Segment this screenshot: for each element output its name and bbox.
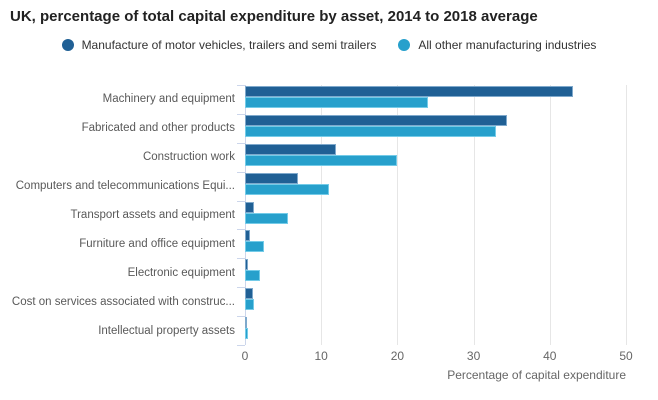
category-label: Machinery and equipment [102,93,235,106]
category-axis-tick [237,258,245,260]
legend-marker-other-manufacturing-icon [398,39,411,51]
value-axis-tick-label: 20 [390,349,405,363]
bar-other-manufacturing[interactable] [245,328,249,340]
bar-other-manufacturing[interactable] [245,212,289,224]
category-label: Furniture and office equipment [79,237,235,250]
category-axis-tick [237,287,245,289]
category-axis-tick [237,200,245,202]
bar-motor-vehicles[interactable] [245,259,249,271]
legend-label: Manufacture of motor vehicles, trailers … [81,38,377,52]
value-axis-title: Percentage of capital expenditure [447,368,626,382]
value-axis: 0 10 20 30 40 50 [241,349,633,365]
bar-other-manufacturing[interactable] [245,183,329,195]
bar-other-manufacturing[interactable] [245,125,497,137]
gridline [473,85,475,345]
value-axis-tick-label: 40 [543,349,557,363]
bar-motor-vehicles[interactable] [245,114,508,126]
category-axis-tick [237,316,245,318]
bar-other-manufacturing[interactable] [245,270,261,282]
plot-area [245,85,627,345]
category-label: Intellectual property assets [98,324,235,337]
category-axis-tick [237,113,245,115]
chart-title: UK, percentage of total capital expendit… [10,8,538,25]
category-label: Electronic equipment [127,266,235,279]
legend: Manufacture of motor vehicles, trailers … [0,36,658,54]
category-label: Transport assets and equipment [70,208,236,221]
bar-chart: Machinery and equipment Fabricated and ot… [0,85,658,345]
bar-motor-vehicles[interactable] [245,230,251,242]
value-axis-tick-label: 50 [619,349,633,363]
category-label: Computers and telecommunications Equi... [15,180,235,193]
value-axis-tick-label: 30 [466,349,481,363]
category-axis-tick [237,142,245,144]
category-axis-tick [237,345,245,346]
legend-label: All other manufacturing industries [418,38,597,52]
bar-other-manufacturing[interactable] [245,154,398,166]
legend-item-other-manufacturing[interactable]: All other manufacturing industries [398,38,596,52]
bar-other-manufacturing[interactable] [245,299,255,311]
value-axis-tick-label: 10 [314,349,328,363]
gridline [397,85,399,345]
bar-other-manufacturing[interactable] [245,97,428,108]
category-axis: Machinery and equipment Fabricated and ot… [0,85,235,345]
category-label: Cost on services associated with constru… [11,295,235,308]
bar-motor-vehicles[interactable] [245,288,253,300]
bar-motor-vehicles[interactable] [245,172,299,184]
legend-marker-motor-vehicles-icon [61,39,74,51]
category-axis-tick [237,229,245,231]
bar-motor-vehicles[interactable] [245,86,573,97]
bar-other-manufacturing[interactable] [245,241,265,253]
bar-motor-vehicles[interactable] [245,143,337,155]
bar-motor-vehicles[interactable] [245,201,255,213]
category-axis-tick [237,85,245,86]
gridline [626,85,627,345]
value-axis-tick-label: 0 [241,349,249,363]
category-label: Construction work [142,151,235,164]
bar-motor-vehicles[interactable] [245,317,247,329]
category-label: Fabricated and other products [81,122,235,135]
gridline [321,85,323,345]
gridline [549,85,551,345]
legend-item-motor-vehicles[interactable]: Manufacture of motor vehicles, trailers … [61,38,377,52]
category-axis-tick [237,171,245,173]
